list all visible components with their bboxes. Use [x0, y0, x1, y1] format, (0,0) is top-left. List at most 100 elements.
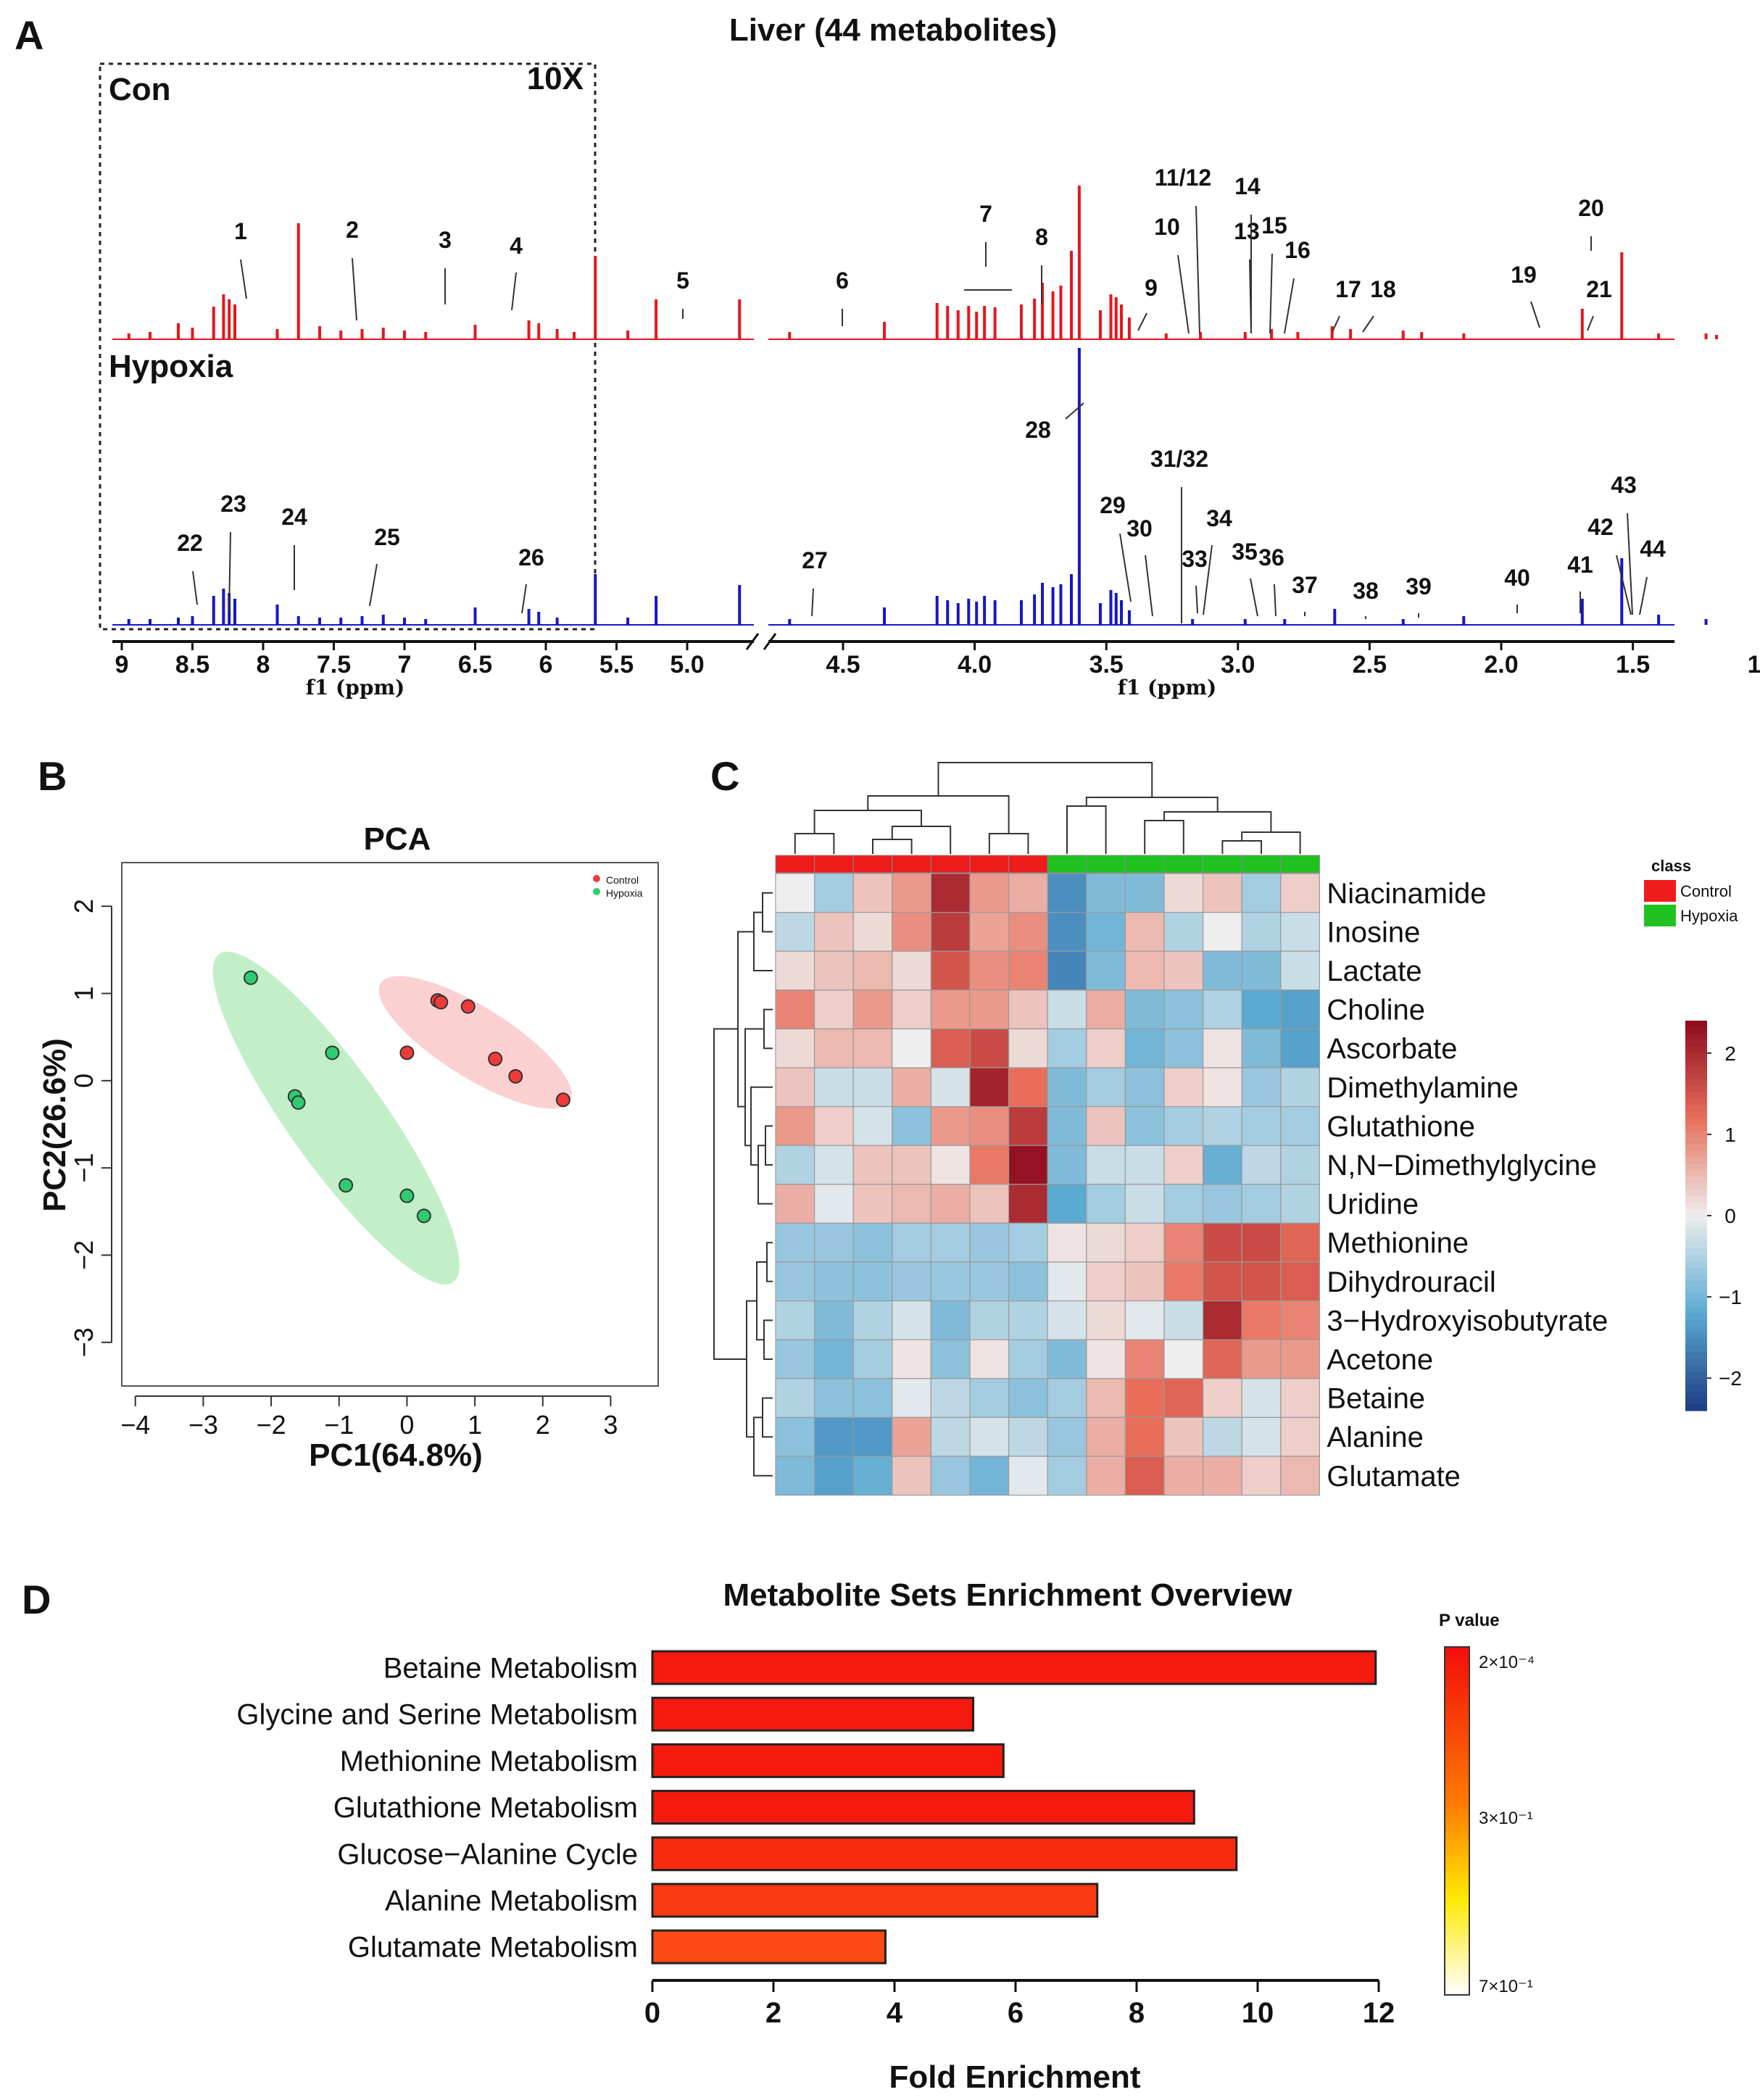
- hypoxia-peak-label: 35: [1232, 539, 1258, 565]
- colorbar-segment: [1685, 1098, 1707, 1106]
- class-bar-cell: [852, 855, 893, 873]
- class-bar-cell: [930, 855, 971, 873]
- heatmap-cell: [1241, 989, 1282, 1030]
- con-peak-label: 21: [1586, 276, 1612, 302]
- colorbar-segment: [1685, 1111, 1707, 1119]
- heatmap-cell: [1280, 1028, 1321, 1068]
- colorbar-segment: [1685, 1026, 1707, 1034]
- hypoxia-peak-label: 27: [802, 547, 828, 573]
- heatmap-cell: [1047, 1105, 1087, 1146]
- control-point: [488, 1051, 503, 1066]
- heatmap-cell: [1202, 989, 1242, 1030]
- enrichment-bar: [651, 1650, 1377, 1685]
- heatmap-cell: [1280, 1184, 1321, 1224]
- hypoxia-peak-leader: [1145, 555, 1153, 617]
- enrichment-bar: [651, 1836, 1238, 1872]
- colorbar-segment: [1685, 1332, 1707, 1340]
- hypoxia-peak-leader: [1627, 512, 1633, 615]
- colorbar-segment: [1685, 1190, 1707, 1197]
- column-dendrogram-branch: [813, 810, 922, 834]
- hypoxia-peak-label: 28: [1025, 417, 1051, 443]
- colorbar-segment: [1685, 1280, 1707, 1288]
- heatmap-cell: [1124, 911, 1165, 952]
- heatmap-row-label: Lactate: [1327, 955, 1421, 987]
- colorbar-segment: [1685, 1150, 1707, 1158]
- colorbar-segment: [1685, 1085, 1707, 1093]
- heatmap-row-label: Betaine: [1327, 1383, 1425, 1415]
- heatmap-cell: [775, 989, 815, 1030]
- heatmap-cell: [813, 1145, 854, 1185]
- heatmap-row-label: Ascorbate: [1327, 1033, 1457, 1065]
- heatmap-cell: [775, 873, 815, 913]
- colorbar-segment: [1685, 1300, 1707, 1308]
- enrichment-tick-label: 4: [887, 1997, 903, 2029]
- heatmap-cell: [1202, 1105, 1242, 1146]
- heatmap-cell: [1241, 1222, 1282, 1263]
- hypoxia-spectrum: [112, 348, 1708, 626]
- pca-y-tick-label: 0: [69, 1074, 99, 1088]
- colorbar-segment: [1685, 1118, 1707, 1126]
- heatmap-cell: [892, 1456, 932, 1496]
- heatmap-row-label: Acetone: [1327, 1344, 1433, 1376]
- hypoxia-peak-leader: [1616, 555, 1632, 615]
- colorbar-segment: [1685, 1326, 1707, 1333]
- heatmap-cell: [1163, 873, 1204, 913]
- axis-break-2: [763, 633, 777, 650]
- colorbar-segment: [1685, 1398, 1707, 1405]
- heatmap-cell: [1124, 1378, 1165, 1419]
- column-dendrogram-branch: [1163, 811, 1272, 832]
- heatmap-cell: [1163, 1028, 1204, 1068]
- con-peak-label: 18: [1370, 276, 1396, 302]
- heatmap-cell: [1047, 1145, 1087, 1185]
- con-peak-label: 19: [1511, 262, 1537, 288]
- heatmap-cell: [1241, 1028, 1282, 1068]
- nmr-tick-label: 7: [398, 651, 412, 678]
- heatmap-cell: [1124, 1456, 1165, 1496]
- enrichment-ticks: 0 2 4 6 8 10 12: [644, 1980, 1395, 2029]
- nmr-tick-label: 3.0: [1221, 651, 1255, 678]
- heatmap-cell: [813, 1184, 854, 1224]
- legend-control-label: Control: [606, 874, 639, 886]
- panel-c: C Niacinamide Inosine Lactate Choline Ascorb…: [710, 753, 1742, 1496]
- heatmap-cell: [892, 1184, 932, 1224]
- hypoxia-peak-label: 41: [1567, 552, 1593, 578]
- heatmap-cell: [1241, 1067, 1282, 1108]
- panel-d-label: D: [22, 1577, 51, 1622]
- heatmap-cell: [892, 950, 932, 991]
- hypoxia-peak-leader: [1639, 576, 1648, 615]
- heatmap-cell: [775, 1184, 815, 1224]
- heatmap-cell: [930, 1145, 971, 1185]
- heatmap-cell: [930, 1222, 971, 1263]
- colorbar-segment: [1685, 1105, 1707, 1113]
- heatmap-cell: [813, 1378, 854, 1419]
- colorbar-segment: [1685, 1046, 1707, 1054]
- hypoxia-peak-label: 37: [1292, 572, 1318, 598]
- class-legend-title: class: [1651, 857, 1691, 875]
- con-peak-label: 16: [1284, 237, 1311, 263]
- heatmap-cell: [1047, 1300, 1087, 1340]
- heatmap-cell: [1086, 1339, 1126, 1379]
- heatmap-cell: [813, 1416, 854, 1457]
- heatmap-cell: [775, 1105, 815, 1146]
- class-bar-cell: [1203, 855, 1242, 873]
- colorbar-segment: [1685, 1339, 1707, 1346]
- con-peak-leader: [240, 259, 247, 299]
- colorbar-segment: [1685, 1385, 1707, 1392]
- heatmap-cell: [1086, 1067, 1126, 1108]
- colorbar-segment: [1685, 1261, 1707, 1269]
- colorbar-tick-label: 1: [1724, 1124, 1736, 1146]
- colorbar-segment: [1685, 1365, 1707, 1372]
- heatmap-cell: [930, 1300, 971, 1340]
- heatmap-cell: [1163, 1145, 1204, 1185]
- hypoxia-peak-label: 23: [220, 491, 246, 517]
- colorbar-segment: [1685, 1293, 1707, 1301]
- heatmap-row-label: Glutathione: [1327, 1111, 1475, 1142]
- heatmap-cell: [1163, 1184, 1204, 1224]
- heatmap-cell: [1124, 1222, 1165, 1263]
- heatmap-cell: [969, 1416, 1010, 1457]
- heatmap-cell: [1163, 1105, 1204, 1146]
- control-point: [399, 1045, 415, 1061]
- colorbar-segment: [1685, 1228, 1707, 1236]
- heatmap-cell: [775, 1456, 815, 1496]
